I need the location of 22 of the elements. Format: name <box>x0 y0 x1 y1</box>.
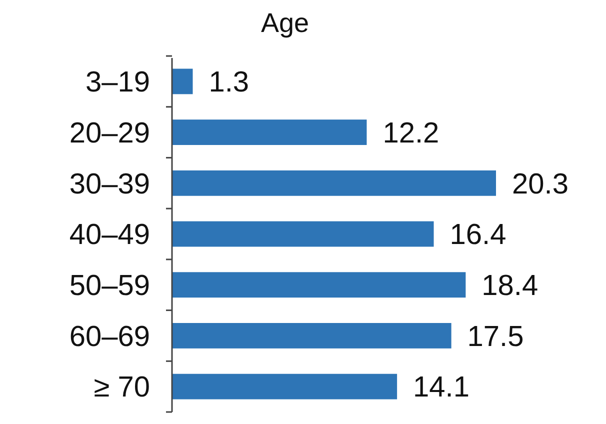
y-tick-label: 20–29 <box>69 117 150 150</box>
bar <box>172 221 434 247</box>
data-label: 18.4 <box>482 270 538 302</box>
bar <box>172 68 193 94</box>
y-tick-label: 3–19 <box>85 66 150 99</box>
bar <box>172 120 367 145</box>
data-label: 14.1 <box>413 372 470 404</box>
data-label: 16.4 <box>450 219 506 252</box>
data-label: 20.3 <box>512 168 568 200</box>
y-tick-label: 30–39 <box>69 168 150 200</box>
data-label: 1.3 <box>208 66 250 99</box>
y-tick-label: 50–59 <box>69 270 150 302</box>
data-label: 17.5 <box>467 320 524 353</box>
y-tick-label: ≥ 70 <box>94 372 150 404</box>
bar <box>172 170 496 196</box>
bar <box>172 272 466 298</box>
y-tick-label: 40–49 <box>69 219 150 252</box>
y-tick-label: 60–69 <box>69 320 150 353</box>
bar <box>172 323 452 348</box>
data-label: 12.2 <box>382 117 440 150</box>
bar <box>172 374 398 400</box>
chart-title: Age <box>260 8 310 38</box>
